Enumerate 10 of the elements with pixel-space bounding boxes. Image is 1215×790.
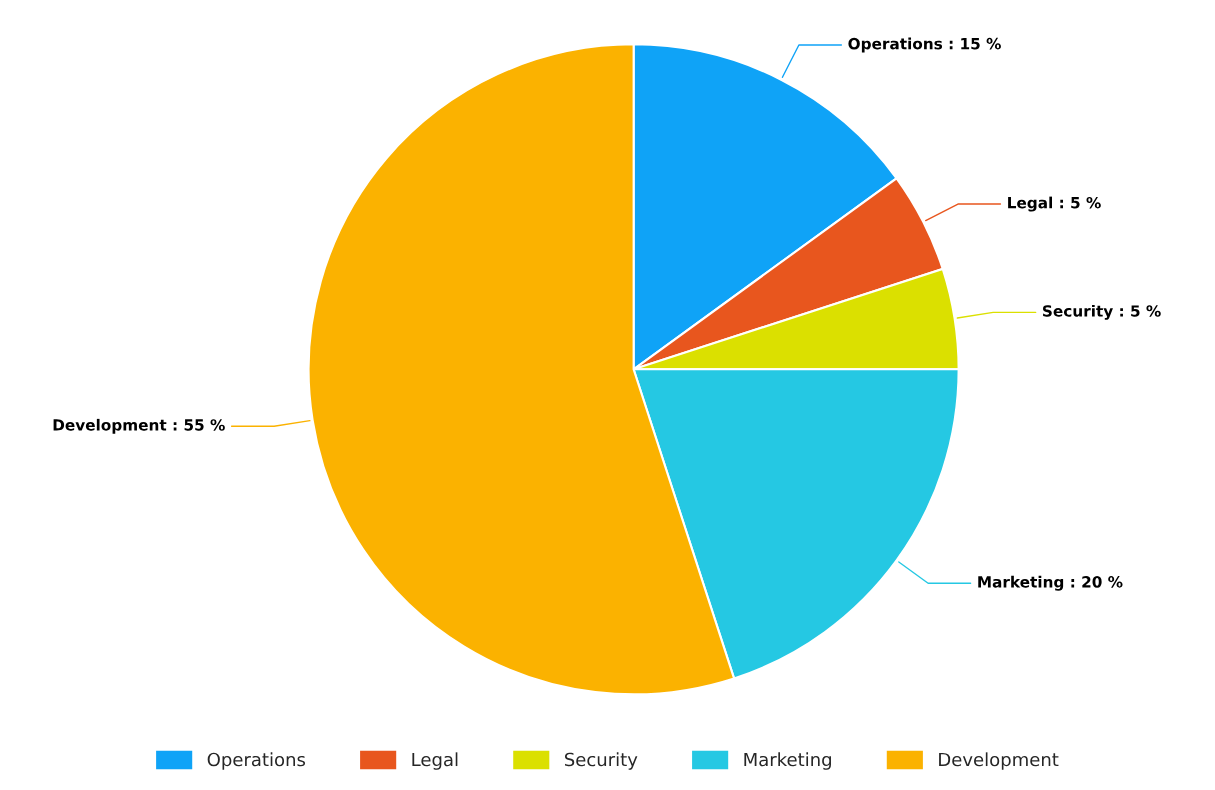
legend-label: Development — [939, 752, 1059, 770]
data-label: Marketing : 20 % — [978, 575, 1123, 591]
legend-label: Marketing — [744, 752, 831, 770]
data-label: Development : 55 % — [53, 418, 225, 434]
legend-label: Operations — [207, 752, 306, 770]
legend-label: Legal — [412, 752, 458, 770]
data-label: Security : 5 % — [1043, 304, 1161, 320]
data-label: Operations : 15 % — [848, 37, 1001, 53]
data-label: Legal : 5 % — [1008, 196, 1101, 212]
legend-label: Security — [564, 752, 638, 770]
